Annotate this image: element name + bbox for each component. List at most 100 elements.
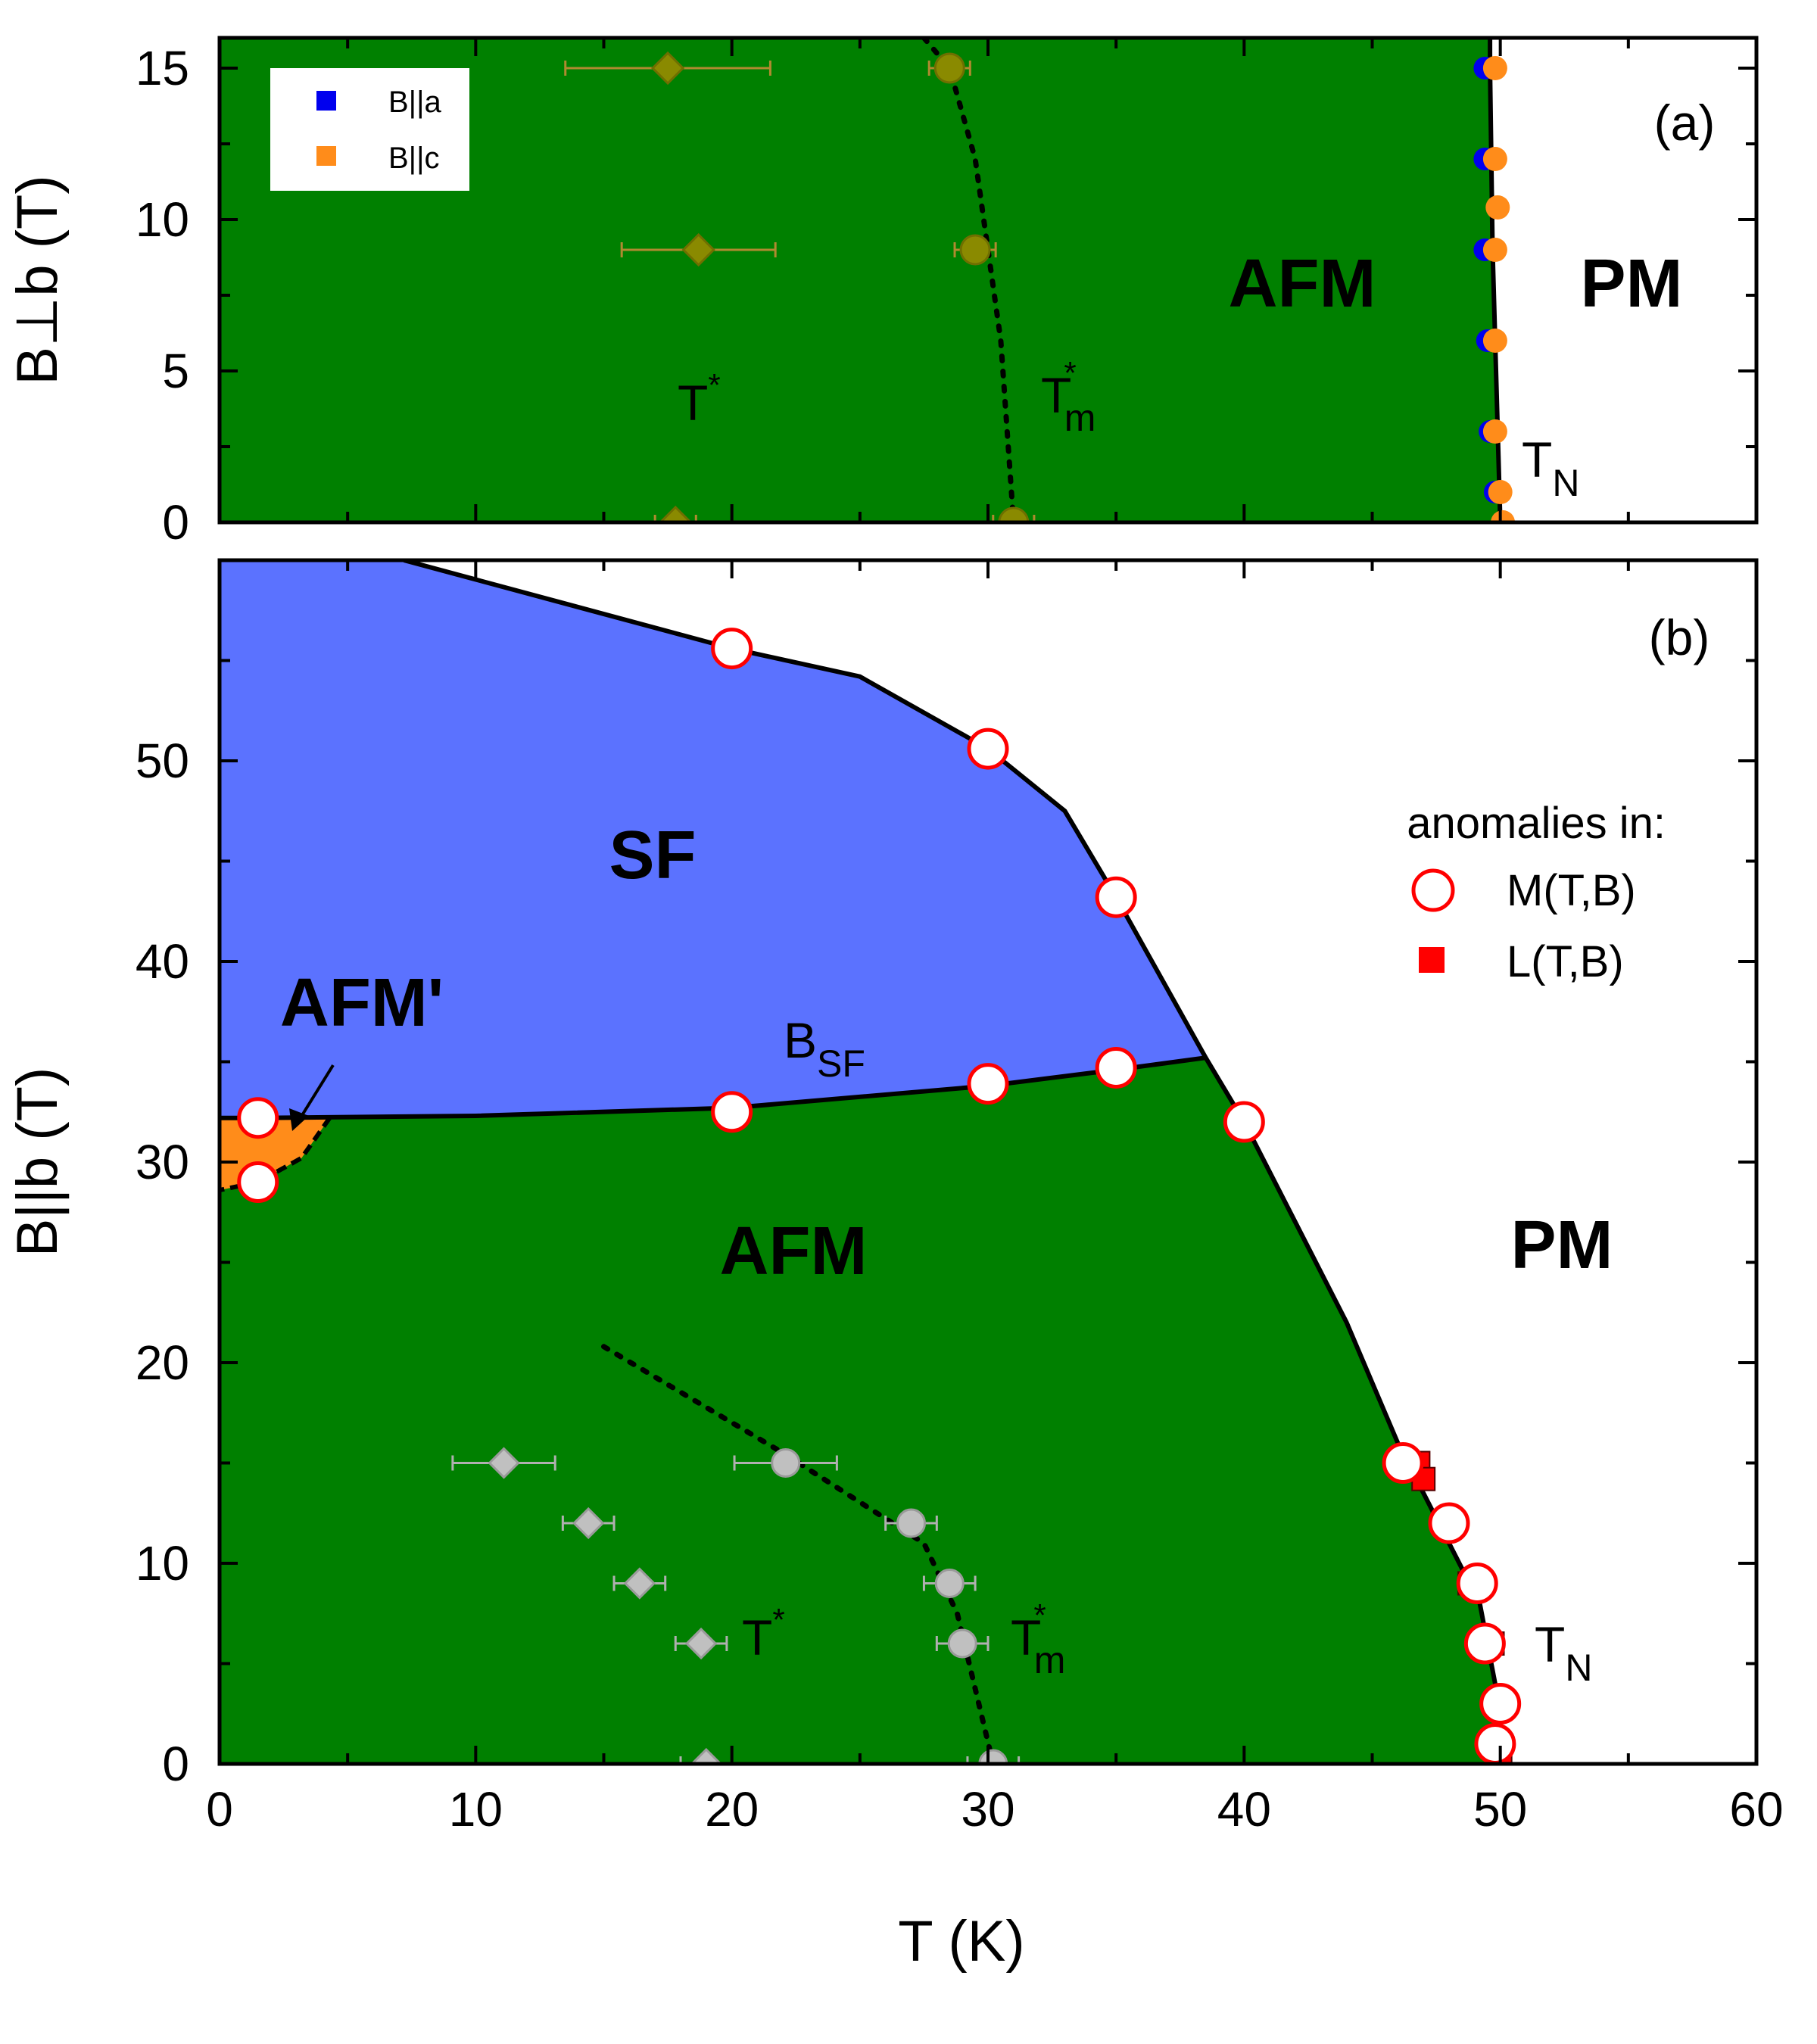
t-star-label-a: T*: [678, 367, 721, 431]
y-tick-label: 15: [136, 41, 189, 95]
y-axis-title-a: B⊥b (T): [5, 175, 70, 385]
tn-point-bc: [1482, 56, 1507, 80]
y-tick-label: 0: [162, 495, 189, 550]
tn-point-bc: [1482, 238, 1507, 262]
tn-point-bc: [1488, 480, 1513, 504]
t-star-point-a: [681, 232, 715, 267]
m-point: [1095, 876, 1137, 918]
afm-region-b: [220, 1058, 1504, 1764]
tn-point-bc: [1485, 195, 1510, 220]
m-point: [711, 628, 753, 670]
legend-swatch-ba: [316, 91, 336, 111]
tn-label-a: TN: [1522, 432, 1579, 504]
tm-point-b: [934, 1569, 965, 1598]
m-point: [1463, 1622, 1506, 1665]
tm-label-a: T* m: [1041, 355, 1095, 439]
b-sf-label: BSF: [784, 1012, 865, 1085]
y-tick-label: 10: [136, 192, 189, 247]
tn-point-bc: [1491, 510, 1516, 522]
m-point: [237, 1097, 279, 1139]
markers-a: [564, 51, 1516, 522]
tm-point-a: [933, 52, 965, 84]
tn-label-b: TN: [1535, 1616, 1592, 1689]
tn-point-bc: [1482, 329, 1507, 353]
tm-dotted-line-b: [601, 1344, 996, 1764]
markers-b: [237, 628, 1522, 1764]
sf-region: [220, 560, 1206, 1118]
y-tick-label: 30: [136, 1135, 189, 1189]
x-tick-label: 50: [1473, 1782, 1527, 1837]
t-star-point-a: [650, 51, 685, 86]
y-axis-title-b: B||b (T): [5, 1067, 70, 1257]
t-star-point-b: [684, 1627, 718, 1660]
legend-swatch-bc: [316, 146, 336, 166]
tm-point-b: [771, 1448, 801, 1478]
x-tick-label: 60: [1729, 1782, 1783, 1837]
t-star-point-b: [623, 1567, 656, 1600]
m-point: [1223, 1101, 1265, 1143]
y-tick-label: 5: [162, 344, 189, 398]
m-point: [1456, 1563, 1498, 1604]
m-point: [1428, 1502, 1470, 1544]
legend-b: anomalies in: M(T,B) L(T,B): [1407, 799, 1666, 986]
tm-dotted-line-a: [921, 38, 1017, 522]
tm-label-b: T* m: [1011, 1597, 1065, 1681]
tn-point-bc: [1482, 419, 1507, 444]
legend-title-b: anomalies in:: [1407, 799, 1666, 848]
t-star-point-b: [572, 1507, 605, 1540]
y-tick-label: 0: [162, 1737, 189, 1791]
x-tick-label: 10: [449, 1782, 503, 1837]
m-point: [967, 1063, 1009, 1105]
afm-prime-pointer-line: [298, 1064, 335, 1120]
panel-a: 0 5 10 15 B⊥b (T) (a) AFM PM T* T* m TN B||a…: [5, 36, 1759, 550]
region-label-afm-prime: AFM': [280, 965, 444, 1041]
legend-label-l: L(T,B): [1507, 937, 1624, 986]
y-tick-label: 50: [136, 734, 189, 788]
legend-marker-m: [1411, 868, 1455, 912]
region-label-pm-a: PM: [1581, 246, 1683, 322]
t-star-point-b: [690, 1747, 722, 1764]
panel-label-a: (a): [1654, 95, 1716, 151]
m-point: [967, 728, 1009, 770]
m-point: [237, 1161, 279, 1203]
tm-point-b: [947, 1628, 977, 1659]
region-label-afm-a: AFM: [1229, 246, 1376, 322]
x-tick-label: 30: [961, 1782, 1014, 1837]
tm-point-b: [978, 1749, 1008, 1764]
m-point: [1095, 1046, 1137, 1089]
legend-label-bc: B||c: [388, 142, 439, 175]
y-tick-label: 20: [136, 1335, 189, 1390]
region-label-afm-b: AFM: [720, 1214, 868, 1289]
region-label-sf: SF: [609, 818, 696, 893]
tm-point-b: [896, 1508, 926, 1538]
tn-point-bc: [1482, 147, 1507, 171]
tm-point-a: [959, 234, 991, 266]
m-point: [711, 1091, 753, 1133]
region-label-pm-b: PM: [1511, 1207, 1613, 1283]
afm-region-a: [220, 38, 1501, 522]
ticks-b: 0 10 20 30 40 50 0 10 20 30 40 50 60: [136, 560, 1784, 1837]
legend-label-ba: B||a: [388, 86, 441, 119]
afm-prime-pointer-arrowhead: [289, 1108, 309, 1131]
panel-label-b: (b): [1649, 609, 1710, 665]
y-tick-label: 40: [136, 934, 189, 989]
ticks-a: 0 5 10 15: [136, 38, 1758, 550]
m-point: [1479, 1683, 1522, 1725]
x-tick-label: 40: [1217, 1782, 1271, 1837]
legend-box-a: [270, 68, 469, 191]
m-point: [1474, 1723, 1516, 1764]
t-star-label-b: T*: [742, 1602, 785, 1665]
t-star-point-b: [488, 1447, 520, 1479]
m-point: [1382, 1442, 1424, 1484]
x-axis-title: T (K): [898, 1909, 1024, 1974]
x-tick-label: 20: [705, 1782, 759, 1837]
y-tick-label: 10: [136, 1536, 189, 1591]
legend-label-m: M(T,B): [1507, 866, 1636, 915]
t-star-point-a: [659, 505, 693, 522]
legend-marker-l: [1419, 947, 1445, 973]
tm-point-a: [998, 506, 1030, 522]
x-tick-label: 0: [206, 1782, 233, 1837]
legend-a: B||a B||c: [270, 68, 469, 191]
